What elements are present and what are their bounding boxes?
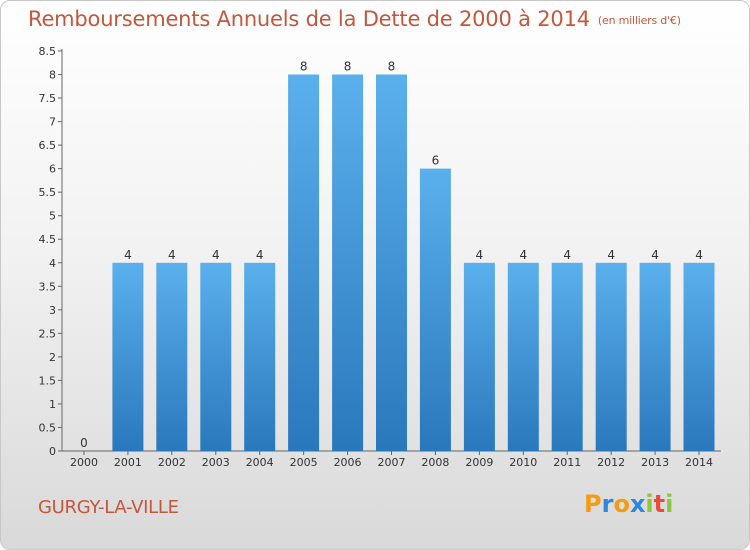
x-tick-label: 2005	[290, 456, 318, 469]
bar	[507, 262, 539, 451]
data-label: 0	[80, 436, 88, 450]
y-tick-label: 6	[49, 163, 56, 176]
x-tick-label: 2003	[202, 456, 230, 469]
bar	[419, 168, 451, 451]
x-tick-label: 2014	[685, 456, 713, 469]
proxiti-logo: Proxiti	[584, 490, 673, 518]
y-tick-label: 8.5	[39, 45, 57, 58]
logo-letter: i	[645, 490, 654, 518]
x-tick-label: 2004	[246, 456, 274, 469]
x-tick-label: 2012	[597, 456, 625, 469]
data-label: 4	[168, 248, 176, 262]
x-tick-label: 2007	[378, 456, 406, 469]
bar	[244, 262, 276, 451]
data-label: 4	[212, 248, 220, 262]
logo-letter: o	[613, 490, 630, 518]
y-tick-label: 4	[49, 257, 56, 270]
x-tick-label: 2009	[465, 456, 493, 469]
bar	[376, 74, 407, 451]
y-tick-label: 4.5	[39, 233, 57, 246]
y-tick-label: 7.5	[39, 92, 57, 105]
data-label: 4	[695, 248, 703, 262]
x-tick-label: 2011	[553, 456, 581, 469]
logo-letter: r	[601, 490, 614, 518]
y-tick-label: 2	[49, 351, 56, 364]
x-tick-label: 2001	[114, 456, 142, 469]
y-tick-label: 3	[49, 304, 56, 317]
logo-letter: t	[653, 490, 666, 518]
y-tick-label: 8	[49, 69, 56, 82]
y-tick-label: 2.5	[39, 327, 57, 340]
bar	[683, 262, 715, 451]
y-tick-label: 6.5	[39, 139, 57, 152]
commune-name: GURGY-LA-VILLE	[38, 497, 179, 518]
x-tick-label: 2008	[421, 456, 449, 469]
x-tick-label: 2006	[334, 456, 362, 469]
bar	[112, 262, 144, 451]
y-tick-label: 1.5	[39, 374, 57, 387]
y-tick-label: 0.5	[39, 421, 57, 434]
bar	[639, 262, 671, 451]
logo-letter: i	[665, 490, 674, 518]
x-tick-label: 2013	[641, 456, 669, 469]
x-tick-label: 2010	[509, 456, 537, 469]
data-label: 4	[124, 248, 132, 262]
logo-letter: P	[584, 490, 602, 518]
chart-unit: (en milliers d'€)	[597, 14, 681, 27]
y-tick-label: 5.5	[39, 186, 57, 199]
chart-title: Remboursements Annuels de la Dette de 20…	[28, 7, 681, 31]
data-label: 4	[519, 248, 527, 262]
bar	[595, 262, 627, 451]
bar	[463, 262, 495, 451]
chart-title-text: Remboursements Annuels de la Dette de 20…	[28, 7, 590, 31]
x-tick-label: 2000	[70, 456, 98, 469]
y-tick-label: 3.5	[39, 280, 57, 293]
bar	[288, 74, 320, 451]
data-label: 6	[432, 154, 440, 168]
data-label: 8	[300, 60, 308, 74]
bar	[200, 262, 232, 451]
y-tick-label: 5	[49, 210, 56, 223]
y-tick-label: 7	[49, 116, 56, 129]
data-label: 4	[476, 248, 484, 262]
y-tick-label: 1	[49, 398, 56, 411]
data-label: 4	[607, 248, 615, 262]
data-label: 4	[651, 248, 659, 262]
bar	[332, 74, 364, 451]
data-label: 8	[344, 60, 352, 74]
bar	[156, 262, 188, 451]
logo-letter: x	[629, 490, 646, 518]
y-tick-label: 0	[49, 445, 56, 458]
bar	[551, 262, 583, 451]
x-tick-label: 2002	[158, 456, 186, 469]
data-label: 4	[563, 248, 571, 262]
data-label: 4	[256, 248, 264, 262]
data-label: 8	[388, 60, 396, 74]
